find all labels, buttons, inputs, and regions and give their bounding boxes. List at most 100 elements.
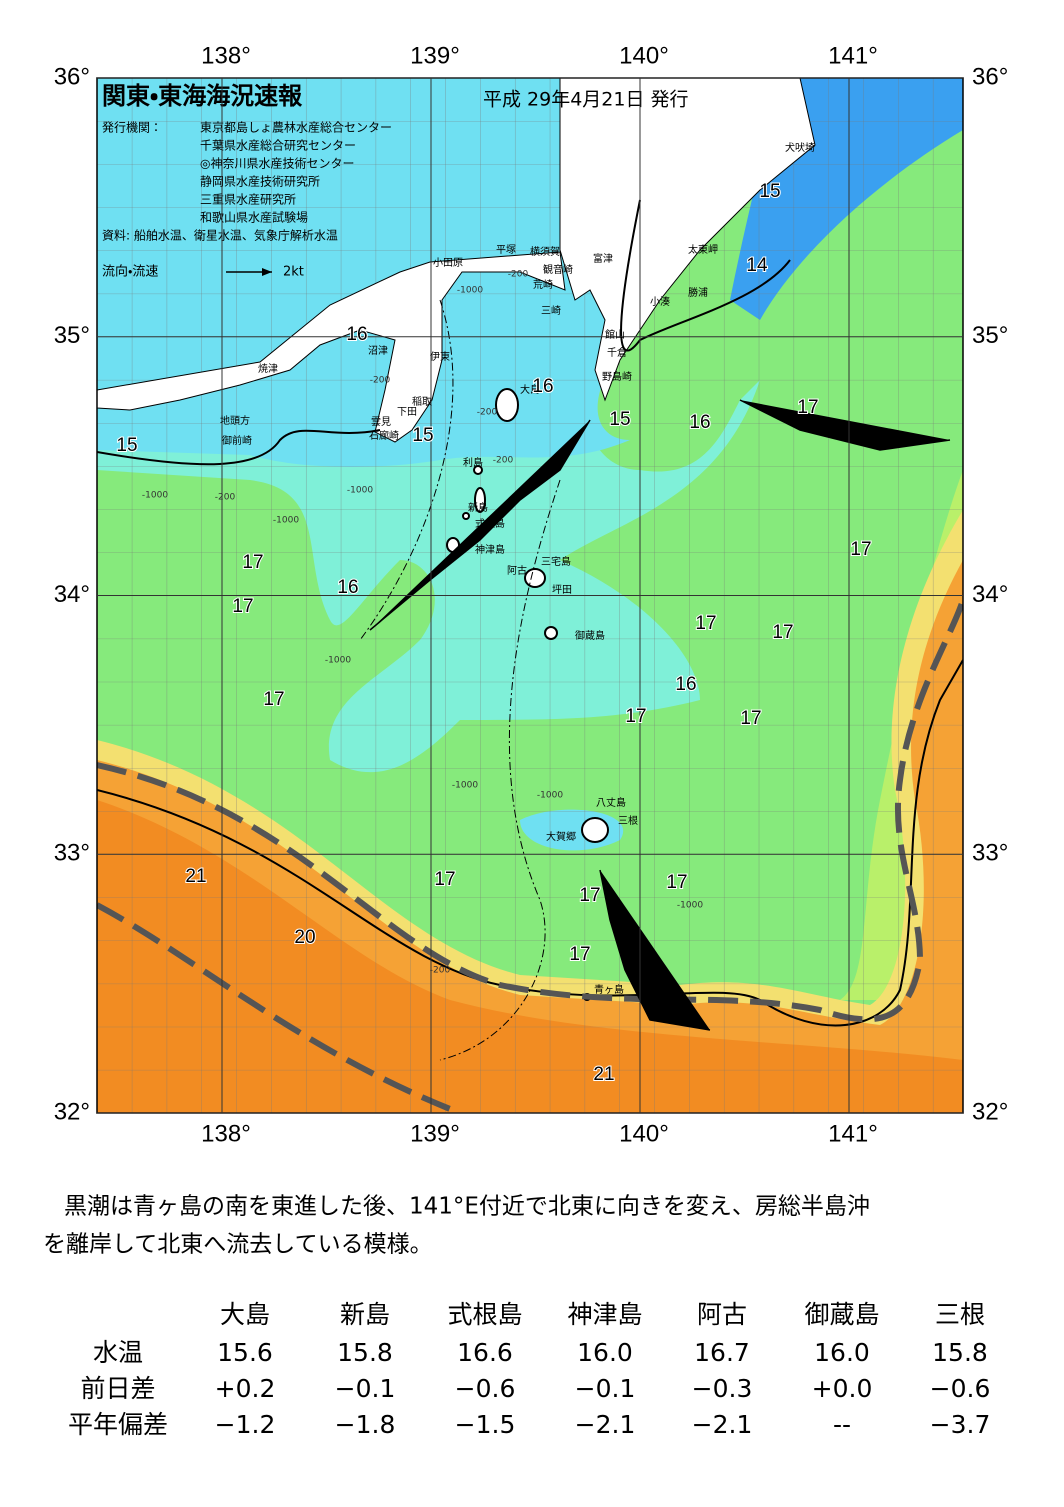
place-name: 石廊崎 [369,429,399,442]
legend-scale: 2kt [283,265,304,280]
lon-tick-label: 139° [410,1120,460,1147]
legend-arrowhead [262,268,272,276]
lat-tick-label: 33° [54,840,90,867]
publisher: 千葉県水産総合研究センター [200,138,356,153]
table-header: 大島 [220,1300,270,1329]
comment-line: 黒潮は青ヶ島の南を東進した後、141°E付近で北東に向きを変え、房総半島沖 [64,1194,870,1220]
lat-tick-label: 35° [54,322,90,349]
lon-tick-label: 138° [201,42,251,69]
place-name: 雲見 [371,416,391,428]
source: 資料: 船舶水温、衛星水温、気象庁解析水温 [102,228,338,243]
place-name: 稲取 [412,396,432,408]
lon-tick-label: 141° [828,42,878,69]
table-cell: −0.6 [930,1374,991,1403]
place-name: 下田 [397,407,417,418]
table-cell: +0.0 [812,1374,873,1403]
table-header: 神津島 [567,1300,642,1329]
legend-label: 流向・流速 [102,264,158,280]
place-name: 小湊 [650,295,670,308]
place-name: 太東岬 [688,243,718,256]
lon-tick-label: 139° [410,42,460,69]
depth-label: -200 [370,376,391,386]
map-title: 関東・東海海況速報 [102,82,303,110]
isotherm-label: 17 [242,552,263,573]
table-cell: 15.6 [217,1338,273,1367]
lon-tick-label: 138° [201,1120,251,1147]
publisher: 和歌山県水産試験場 [200,210,308,225]
isotherm-label: 17 [263,689,284,710]
table-cell: −1.5 [455,1410,516,1439]
lat-tick-label: 36° [54,63,90,90]
publisher: 静岡県水産技術研究所 [200,174,320,189]
table-cell: −1.8 [335,1410,396,1439]
table-header: 御蔵島 [804,1300,879,1329]
lat-tick-label: 34° [972,581,1008,608]
place-name: 小田原 [433,257,463,269]
place-name: 焼津 [258,363,278,375]
place-name: 富津 [593,252,613,265]
depth-label: -1000 [677,901,703,911]
place-name: 八丈島 [596,796,626,809]
isotherm-label: 17 [772,622,793,643]
isotherm-label: 21 [593,1064,614,1085]
lat-tick-label: 33° [972,840,1008,867]
place-name: 利島 [463,456,483,469]
table-header: 新島 [340,1300,390,1329]
isotherm-label: 16 [532,376,553,397]
depth-label: -1000 [142,491,168,501]
place-name: 地頭方 [220,414,250,427]
place-name: 青ヶ島 [594,983,624,996]
isotherm-label: 15 [759,181,780,202]
table-cell: −0.1 [575,1374,636,1403]
lat-tick-label: 32° [972,1098,1008,1125]
place-name: 観音崎 [543,263,573,276]
isotherm-label: 16 [346,324,367,345]
table-cell: 16.0 [577,1338,633,1367]
place-name: 三崎 [541,304,561,317]
place-name: 三根 [618,814,638,827]
lat-tick-label: 34° [54,581,90,608]
depth-label: -200 [430,966,451,976]
isotherm-label: 17 [569,944,590,965]
place-name: 荒崎 [533,278,553,291]
place-name: 御前崎 [222,434,252,447]
place-name: 新島 [468,501,488,514]
table-cell: −0.3 [692,1374,753,1403]
isotherm-label: 20 [294,927,315,948]
lat-tick-label: 32° [54,1098,90,1125]
isotherm-label: 17 [797,397,818,418]
place-name: 三宅島 [541,555,571,568]
depth-label: -1000 [537,791,563,801]
isotherm-label: 15 [116,435,137,456]
isotherm-label: 17 [625,706,646,727]
place-name: 勝浦 [688,286,708,299]
depth-label: -200 [493,456,514,466]
isotherm-label: 15 [609,409,630,430]
place-name: 横須賀 [530,245,560,258]
depth-label: -200 [215,493,236,503]
table-cell: −0.6 [455,1374,516,1403]
table-cell: −2.1 [575,1410,636,1439]
comment-line: を離岸して北東へ流去している模様。 [43,1232,433,1258]
table-cell: 16.7 [694,1338,750,1367]
lat-tick-label: 35° [972,322,1008,349]
lon-tick-label: 140° [619,1120,669,1147]
land-izu [97,251,566,443]
place-name: 大島 [520,383,540,396]
table-cell: −3.7 [930,1410,991,1439]
table-cell: 16.6 [457,1338,513,1367]
place-name: 式根島 [475,517,505,530]
place-name: 千倉 [607,347,627,359]
publisher: ◎神奈川県水産技術センター [200,156,354,171]
isotherm-label: 17 [740,708,761,729]
depth-label: -1000 [457,286,483,296]
publisher: 三重県水産研究所 [200,193,296,207]
table-header: 式根島 [447,1300,522,1329]
depth-contours [359,299,561,1061]
table-row-label: 水温 [93,1338,143,1367]
islands [446,388,609,1001]
place-name: 阿古 [507,564,527,577]
table-cell: 16.0 [814,1338,870,1367]
kuroshio-axis [97,599,963,1113]
